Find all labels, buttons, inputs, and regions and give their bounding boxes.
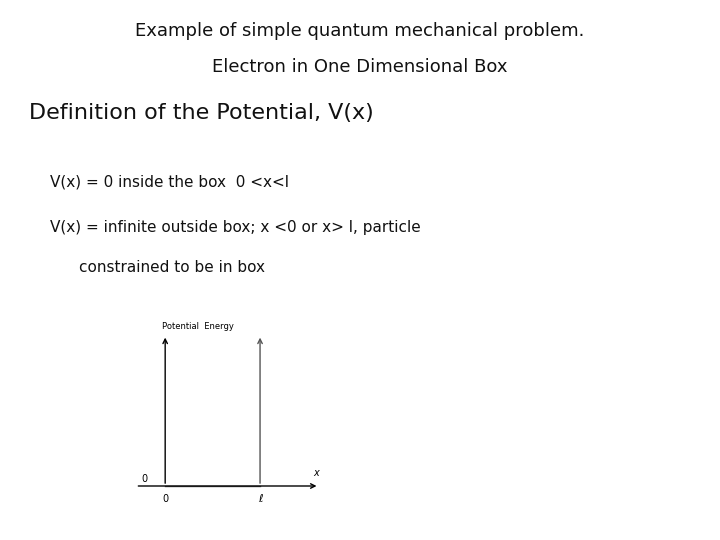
Text: ℓ: ℓ: [258, 494, 262, 504]
Text: x: x: [313, 468, 319, 478]
Text: 0: 0: [141, 474, 148, 484]
Text: Example of simple quantum mechanical problem.: Example of simple quantum mechanical pro…: [135, 22, 585, 40]
Text: Potential  Energy: Potential Energy: [162, 322, 234, 332]
Text: constrained to be in box: constrained to be in box: [79, 260, 265, 275]
Text: 0: 0: [162, 494, 168, 504]
Text: V(x) = 0 inside the box  0 <x<l: V(x) = 0 inside the box 0 <x<l: [50, 175, 289, 190]
Text: Definition of the Potential, V(x): Definition of the Potential, V(x): [29, 103, 374, 123]
Text: Electron in One Dimensional Box: Electron in One Dimensional Box: [212, 58, 508, 76]
Text: V(x) = infinite outside box; x <0 or x> l, particle: V(x) = infinite outside box; x <0 or x> …: [50, 220, 421, 235]
